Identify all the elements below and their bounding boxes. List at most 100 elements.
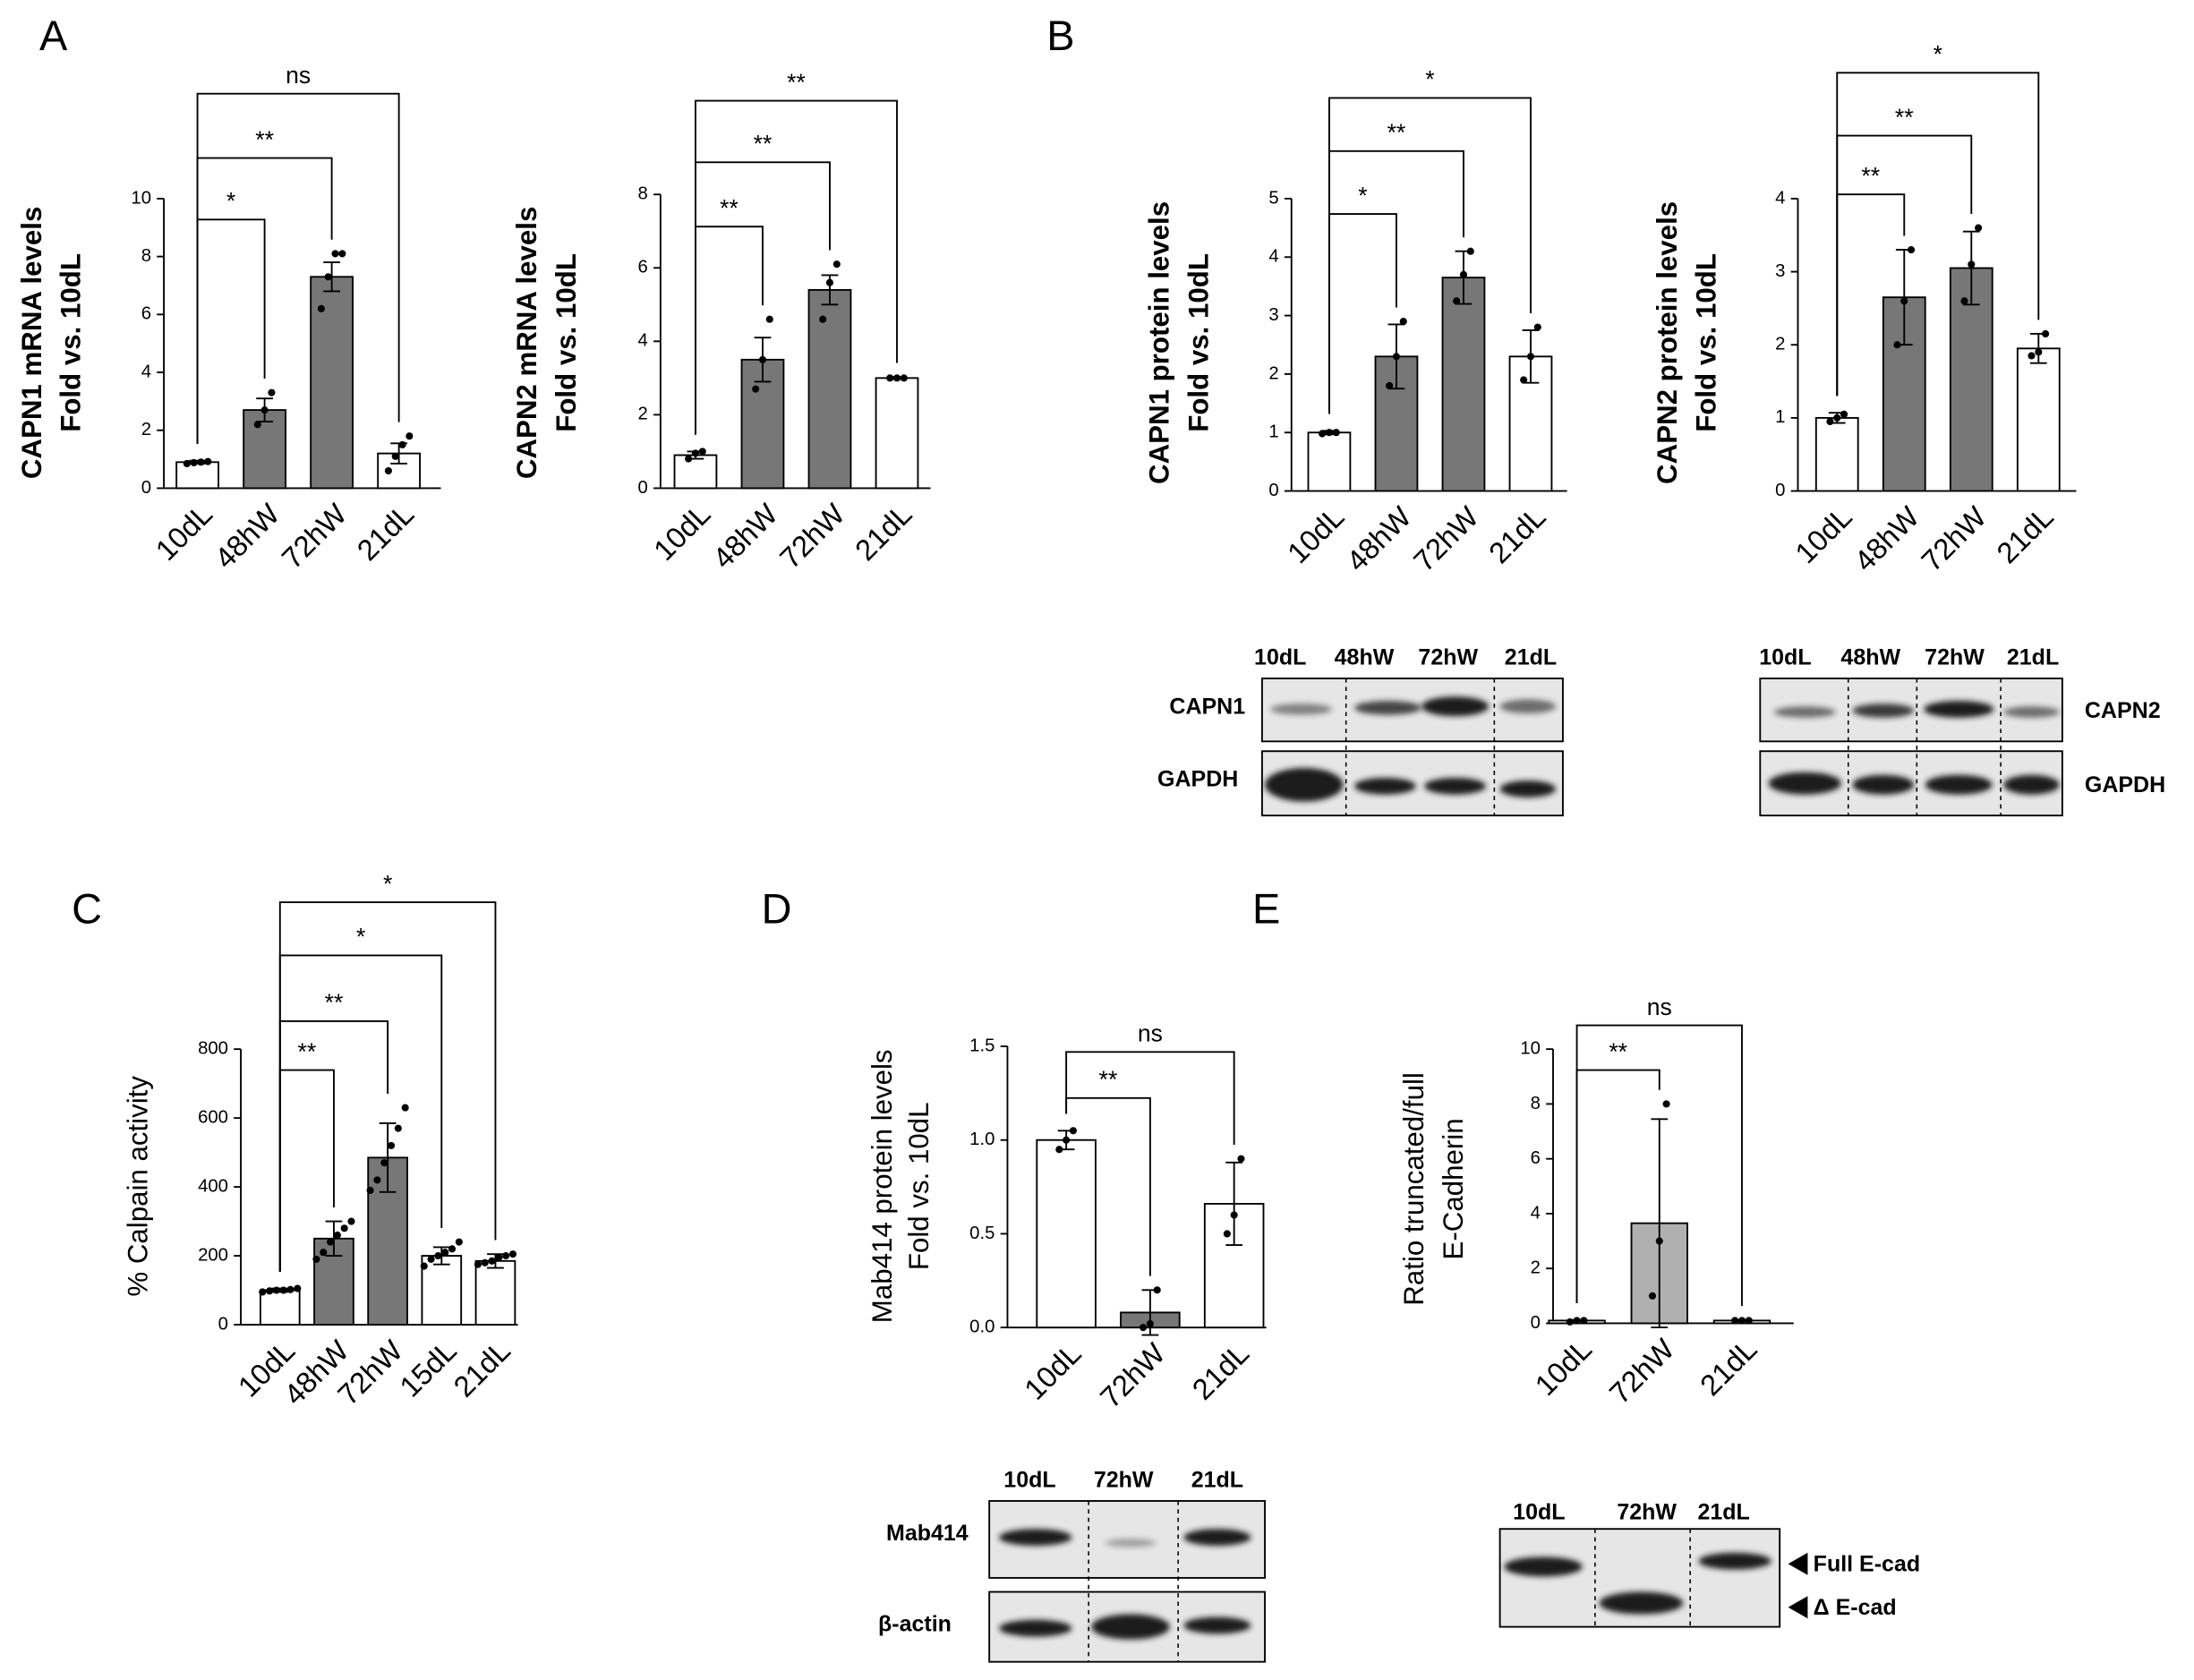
y-tick-label: 0 [1531,1313,1541,1333]
bar [310,276,354,490]
significance-bracket [196,92,400,444]
panel-letter: C [72,885,102,932]
significance-bracket [695,99,898,435]
data-point [384,466,392,475]
row-label: β-actin [878,1612,952,1637]
data-point [272,1286,280,1294]
data-point [253,421,261,429]
x-tick-label: 72hW [1407,499,1485,577]
data-point [448,1245,457,1253]
data-point [502,1251,510,1260]
lane-label: 48hW [1840,645,1900,670]
row-label: Full E-cad [1814,1551,1920,1576]
data-point [1055,1146,1063,1154]
y-tick-label: 3 [1268,305,1278,325]
data-point [1386,381,1394,390]
significance-bracket [1575,1024,1743,1307]
band [1925,774,1993,795]
row-label: GAPDH [2085,772,2165,797]
data-point [1520,376,1528,384]
x-tick-label: 48hW [1340,499,1418,577]
data-point [1069,1127,1077,1135]
lane-label: 10dL [1513,1500,1565,1525]
data-point [338,250,346,258]
data-point [1737,1317,1746,1325]
data-point [1146,1319,1154,1328]
y-axis-label: Fold vs. 10dL [903,1103,935,1271]
band [1091,1614,1170,1640]
x-tick-label: 10dL [1281,499,1351,569]
data-point [495,1253,503,1262]
significance-bracket [1836,72,2040,397]
x-tick-label: 72hW [1915,499,1993,577]
data-point [1840,410,1848,418]
data-point [508,1250,517,1258]
significance-label: ** [298,1038,317,1065]
lane-label: 48hW [1335,645,1395,670]
significance-label: ** [255,126,274,153]
panel-letter: E [1252,885,1280,932]
y-tick-label: 4 [1775,188,1785,208]
y-tick-label: 0 [141,478,151,498]
y-tick-label: 0 [218,1314,228,1334]
band [1421,696,1490,717]
band [2003,706,2060,718]
y-axis-label: Mab414 protein levels [867,1049,898,1323]
significance-bracket [1327,97,1532,414]
y-tick-label: 10 [131,188,151,208]
row-label: CAPN1 [1169,694,1245,719]
y-axis-label: CAPN2 protein levels [1652,201,1683,484]
blot-capn2: 10dL 48hW 72hW 21dL CAPN2 GAPDH [1759,645,2165,817]
x-tick-label: 21dL [849,497,918,567]
band [1852,774,1915,795]
bar [673,454,718,490]
data-point [1900,297,1908,305]
band [1265,768,1344,802]
row-label: GAPDH [1157,767,1238,792]
data-point [260,406,269,414]
data-point [832,260,841,269]
y-tick-label: 0 [1268,481,1278,500]
y-tick-label: 6 [638,258,648,277]
band [1183,1529,1251,1546]
row-label: CAPN2 [2085,698,2161,723]
data-point [312,1255,320,1263]
lane-label: 21dL [1697,1500,1749,1525]
data-point [765,315,773,323]
band [1768,772,1841,795]
y-tick-label: 0 [1775,481,1785,500]
data-point [2035,348,2043,356]
data-point [1466,247,1474,255]
data-point [1332,429,1340,437]
data-point [1655,1237,1663,1245]
data-point [333,1231,341,1240]
data-point [1399,318,1407,326]
data-point [1960,297,1968,305]
data-point [387,1141,396,1149]
data-point [406,432,414,440]
y-axis-label: Fold vs. 10dL [1182,253,1214,432]
lane-label: 10dL [1759,645,1811,670]
significance-label: ** [754,131,773,158]
data-point [326,1238,335,1246]
y-tick-label: 10 [1520,1039,1541,1059]
y-axis-label: CAPN1 protein levels [1144,201,1175,484]
significance-label: * [383,870,392,897]
x-tick-label: 21dL [1482,499,1552,569]
data-point [266,1287,274,1295]
x-tick-label: 48hW [706,497,784,575]
x-tick-label: 48hW [208,497,286,575]
significance-label: ns [1647,994,1672,1020]
row-label: Δ E-cad [1814,1595,1897,1620]
significance-label: ** [787,69,806,96]
data-point [1230,1211,1238,1219]
y-tick-label: 2 [1775,335,1785,354]
y-tick-label: 1 [1775,407,1785,427]
data-point [1662,1100,1670,1108]
x-tick-label: 10dL [1018,1336,1088,1406]
band [999,1619,1072,1637]
lane-label: 72hW [1094,1468,1154,1493]
bar [421,1255,463,1326]
band [1183,1616,1251,1634]
data-point [320,1249,328,1257]
